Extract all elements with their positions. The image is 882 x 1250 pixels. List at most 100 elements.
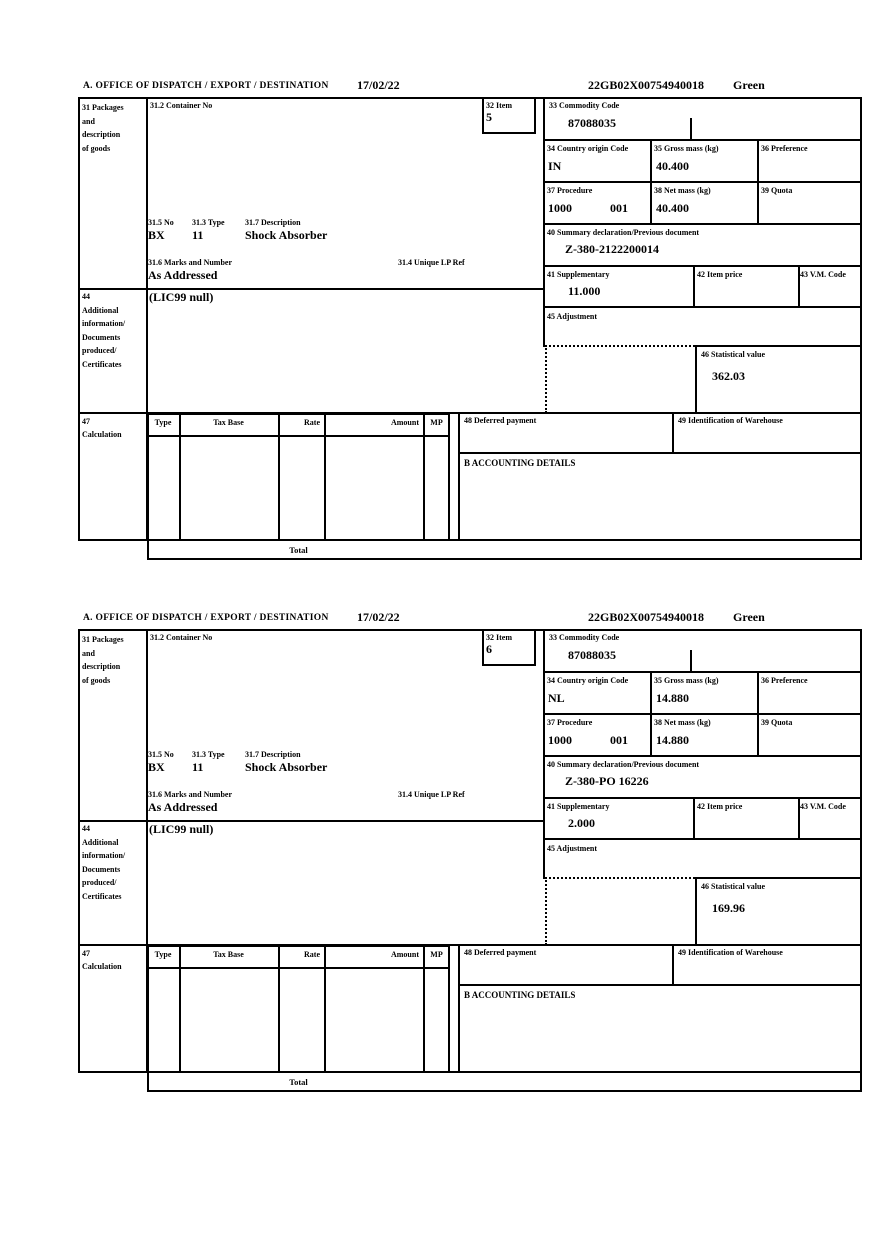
box35-36-divider bbox=[757, 141, 759, 225]
accounting-details-label: B ACCOUNTING DETAILS bbox=[464, 990, 576, 1000]
gross-mass-value: 40.400 bbox=[656, 159, 689, 173]
tax-base-header: Tax Base bbox=[213, 950, 244, 959]
statistical-value: 362.03 bbox=[712, 369, 745, 383]
box44-label-line: information/ bbox=[82, 851, 126, 861]
accounting-details-label: B ACCOUNTING DETAILS bbox=[464, 458, 576, 468]
box34-row-rule bbox=[543, 181, 862, 183]
tax-mp-header: MP bbox=[430, 950, 443, 959]
package-type-value: 11 bbox=[192, 760, 204, 774]
country-origin-value: NL bbox=[548, 691, 565, 705]
box44-label-line: 44 bbox=[82, 824, 90, 833]
tax-header-rule bbox=[147, 967, 450, 969]
previous-document-value: Z-380-PO 16226 bbox=[565, 774, 649, 788]
dotted-horizontal-rule bbox=[545, 877, 695, 879]
box40-bottom-rule bbox=[543, 797, 862, 799]
gross-mass-label: 35 Gross mass (kg) bbox=[654, 144, 719, 153]
package-count-value: BX bbox=[148, 760, 165, 774]
procedure-value: 1000 bbox=[548, 733, 572, 747]
dotted-vertical-rule bbox=[545, 877, 547, 945]
box31-label-line: of goods bbox=[82, 675, 111, 685]
box47-label-line: Calculation bbox=[82, 430, 122, 439]
box41-row-rule bbox=[543, 838, 862, 840]
procedure-value-2: 001 bbox=[610, 733, 628, 747]
country-origin-label: 34 Country origin Code bbox=[547, 144, 629, 153]
box31-label-line: description bbox=[82, 130, 121, 140]
supplementary-value: 11.000 bbox=[568, 284, 601, 298]
box48-49-divider bbox=[672, 413, 674, 454]
deferred-payment-label: 48 Deferred payment bbox=[464, 416, 537, 425]
item-label: 32 Item bbox=[486, 633, 512, 642]
box47-label-line: Calculation bbox=[82, 962, 122, 971]
commodity-code-label: 33 Commodity Code bbox=[549, 633, 620, 642]
label-column-divider bbox=[146, 629, 148, 1073]
tax-col-divider bbox=[423, 945, 425, 1073]
box34-row-rule bbox=[543, 713, 862, 715]
box44-label-line: 44 bbox=[82, 292, 90, 301]
declaration-reference: 22GB02X00754940018 bbox=[588, 610, 705, 624]
package-type-label: 31.3 Type bbox=[192, 218, 225, 227]
box44-label-line: Additional bbox=[82, 305, 119, 315]
box48-bottom-rule bbox=[458, 452, 862, 454]
procedure-label: 37 Procedure bbox=[547, 718, 593, 727]
box31-label-line: of goods bbox=[82, 143, 111, 153]
supplementary-label: 41 Supplementary bbox=[547, 802, 610, 811]
office-of-dispatch-label: A. OFFICE OF DISPATCH / EXPORT / DESTINA… bbox=[83, 81, 329, 91]
gross-mass-value: 14.880 bbox=[656, 691, 689, 705]
net-mass-label: 38 Net mass (kg) bbox=[654, 186, 711, 195]
supplementary-value: 2.000 bbox=[568, 816, 595, 830]
statistical-value-box bbox=[695, 345, 862, 413]
net-mass-value: 40.400 bbox=[656, 201, 689, 215]
tax-type-header: Type bbox=[154, 950, 172, 959]
net-mass-value: 14.880 bbox=[656, 733, 689, 747]
box31-box44-divider bbox=[78, 288, 545, 290]
dotted-vertical-rule bbox=[545, 345, 547, 413]
box44-label-line: Additional bbox=[82, 837, 119, 847]
commodity-code-label: 33 Commodity Code bbox=[549, 101, 620, 110]
declaration-item-section: A. OFFICE OF DISPATCH / EXPORT / DESTINA… bbox=[78, 78, 862, 560]
tax-col-divider bbox=[179, 945, 181, 1073]
commodity-code-value: 87088035 bbox=[568, 116, 616, 130]
box31-label-line: and bbox=[82, 648, 95, 658]
box31-label-line: 31 Packages bbox=[82, 103, 124, 112]
box48-left-rule bbox=[458, 413, 460, 541]
tax-col-divider bbox=[324, 945, 326, 1073]
total-label: Total bbox=[289, 545, 308, 555]
form-outer-border bbox=[78, 97, 862, 541]
tax-col-divider bbox=[278, 945, 280, 1073]
form-outer-border bbox=[78, 629, 862, 1073]
warehouse-id-label: 49 Identification of Warehouse bbox=[678, 416, 783, 425]
tax-amount-header: Amount bbox=[390, 950, 419, 959]
statistical-value-box bbox=[695, 877, 862, 945]
box44-label: 44 Additional information/ Documents pro… bbox=[82, 822, 125, 904]
box47-top-rule bbox=[78, 412, 862, 414]
tax-type-header: Type bbox=[154, 418, 172, 427]
tax-header-rule bbox=[147, 435, 450, 437]
tax-table-border bbox=[147, 413, 450, 541]
marks-number-value: As Addressed bbox=[148, 800, 218, 814]
unique-lp-ref-label: 31.4 Unique LP Ref bbox=[398, 790, 465, 799]
supplementary-label: 41 Supplementary bbox=[547, 270, 610, 279]
previous-document-label: 40 Summary declaration/Previous document bbox=[547, 228, 700, 237]
package-no-label: 31.5 No bbox=[148, 750, 174, 759]
tax-col-divider bbox=[423, 413, 425, 541]
box34-35-divider bbox=[650, 141, 652, 225]
unique-lp-ref-label: 31.4 Unique LP Ref bbox=[398, 258, 465, 267]
statistical-value: 169.96 bbox=[712, 901, 745, 915]
box44-label-line: Certificates bbox=[82, 891, 122, 901]
box31-label-line: and bbox=[82, 116, 95, 126]
declaration-reference: 22GB02X00754940018 bbox=[588, 78, 705, 92]
country-origin-label: 34 Country origin Code bbox=[547, 676, 629, 685]
box47-label: 47 Calculation bbox=[82, 415, 122, 441]
box44-label-line: Documents bbox=[82, 864, 121, 874]
box47-label-line: 47 bbox=[82, 949, 90, 958]
country-origin-value: IN bbox=[548, 159, 562, 173]
box37-row-rule bbox=[543, 223, 862, 225]
deferred-payment-label: 48 Deferred payment bbox=[464, 948, 537, 957]
box42-43-divider bbox=[798, 799, 800, 840]
right-column-divider bbox=[543, 629, 545, 879]
box47-label: 47 Calculation bbox=[82, 947, 122, 973]
description-label: 31.7 Description bbox=[245, 218, 301, 227]
box41-42-divider bbox=[693, 799, 695, 840]
box44-label-line: Certificates bbox=[82, 359, 122, 369]
